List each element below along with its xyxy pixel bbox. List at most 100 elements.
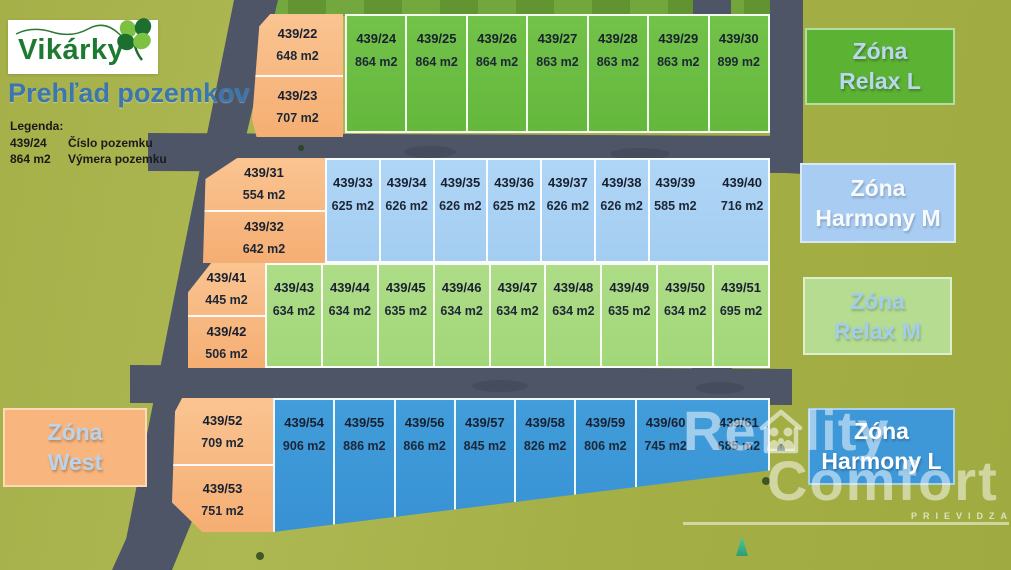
plot-number: 439/48 <box>553 280 594 295</box>
plot-439-39[interactable]: 439/39 585 m2 <box>647 160 702 261</box>
plot-439-31[interactable]: 439/31 554 m2 <box>203 158 325 210</box>
plot-area: 626 m2 <box>385 199 428 213</box>
plot-439-30[interactable]: 439/30 899 m2 <box>707 16 768 131</box>
plot-area: 625 m2 <box>331 199 375 213</box>
plot-439-42[interactable]: 439/42 506 m2 <box>188 314 265 369</box>
plot-number: 439/51 <box>721 280 761 295</box>
plot-number: 439/57 <box>464 415 505 430</box>
plot-439-23[interactable]: 439/23 707 m2 <box>252 74 343 138</box>
plot-439-56[interactable]: 439/56 866 m2 <box>393 400 454 532</box>
plot-439-26[interactable]: 439/26 864 m2 <box>465 16 526 131</box>
plot-439-22[interactable]: 439/22 648 m2 <box>252 14 343 75</box>
plot-439-35[interactable]: 439/35 626 m2 <box>432 160 487 261</box>
plot-number: 439/54 <box>284 415 325 430</box>
plot-area: 863 m2 <box>536 55 579 69</box>
plot-area: 906 m2 <box>282 439 326 453</box>
brand-logo-box: Vikárky <box>8 18 158 74</box>
plot-number: 439/45 <box>385 280 426 295</box>
plot-area: 863 m2 <box>596 55 640 69</box>
zone-column-west-bottom: 439/52 709 m2 439/53 751 m2 <box>172 398 273 532</box>
plot-number: 439/53 <box>202 480 243 496</box>
zone-label-line: Zóna <box>850 287 905 314</box>
plot-area: 634 m2 <box>272 304 316 318</box>
road-right-edge <box>770 0 803 174</box>
plot-439-49[interactable]: 439/49 635 m2 <box>600 265 656 366</box>
legend-sample-number: 439/24 <box>10 136 47 150</box>
plot-number: 439/27 <box>537 31 578 46</box>
plot-439-45[interactable]: 439/45 635 m2 <box>376 265 433 366</box>
plot-number: 439/59 <box>585 415 626 430</box>
plot-area: 863 m2 <box>657 55 700 69</box>
plot-439-29[interactable]: 439/29 863 m2 <box>647 16 707 131</box>
zone-row-harmony-m: 439/33 625 m2 439/34 626 m2 439/35 626 m2 439/… <box>325 158 770 263</box>
plot-area: 585 m2 <box>654 199 697 213</box>
plot-439-33[interactable]: 439/33 625 m2 <box>327 160 379 261</box>
zone-label-line: Harmony M <box>815 204 941 231</box>
plot-area: 634 m2 <box>440 304 483 318</box>
plot-number: 439/43 <box>274 280 314 295</box>
plot-439-46[interactable]: 439/46 634 m2 <box>432 265 489 366</box>
plot-439-28[interactable]: 439/28 863 m2 <box>586 16 647 131</box>
plot-439-37[interactable]: 439/37 626 m2 <box>540 160 594 261</box>
plot-number: 439/34 <box>386 175 427 190</box>
plot-area: 626 m2 <box>546 199 590 213</box>
plot-number: 439/29 <box>658 31 699 46</box>
plot-number: 439/23 <box>277 88 318 104</box>
plot-439-41[interactable]: 439/41 445 m2 <box>188 263 265 315</box>
plot-439-61[interactable]: 439/61 685 m2 <box>710 400 768 532</box>
plot-number: 439/39 <box>655 175 696 190</box>
plot-area: 445 m2 <box>205 293 248 308</box>
plot-number: 439/55 <box>344 415 385 430</box>
plot-439-51[interactable]: 439/51 695 m2 <box>712 265 768 366</box>
plot-area: 634 m2 <box>496 304 539 318</box>
plot-439-40[interactable]: 439/40 716 m2 <box>716 160 768 261</box>
plot-area: 864 m2 <box>475 55 519 69</box>
plot-439-32[interactable]: 439/32 642 m2 <box>203 209 325 264</box>
plot-439-38[interactable]: 439/38 626 m2 <box>593 160 648 261</box>
plot-number: 439/32 <box>244 218 284 234</box>
plot-area: 707 m2 <box>276 111 319 126</box>
brand-name: Vikárky <box>18 34 125 66</box>
page-title: Prehľad pozemkov <box>8 78 250 108</box>
plot-area: 899 m2 <box>717 55 760 69</box>
zone-label-harmony-m: Zóna Harmony M <box>800 163 956 243</box>
plot-439-27[interactable]: 439/27 863 m2 <box>526 16 586 131</box>
zone-label-west: Zóna West <box>3 408 147 487</box>
plot-439-60[interactable]: 439/60 745 m2 <box>634 400 695 532</box>
legend-heading: Legenda: <box>10 119 64 133</box>
plot-439-58[interactable]: 439/58 826 m2 <box>514 400 574 532</box>
plot-439-44[interactable]: 439/44 634 m2 <box>320 265 377 366</box>
plot-439-34[interactable]: 439/34 626 m2 <box>378 160 433 261</box>
plot-number: 439/37 <box>547 175 588 190</box>
plot-439-47[interactable]: 439/47 634 m2 <box>488 265 545 366</box>
plot-439-59[interactable]: 439/59 806 m2 <box>574 400 634 532</box>
plot-439-52[interactable]: 439/52 709 m2 <box>172 398 273 464</box>
zone-label-line: Relax M <box>834 317 921 344</box>
road-horizontal-bottom <box>130 365 792 405</box>
plot-439-24[interactable]: 439/24 864 m2 <box>347 16 405 131</box>
zone-label-line: Zóna <box>850 174 906 201</box>
plot-439-36[interactable]: 439/36 625 m2 <box>486 160 540 261</box>
zone-label-line: West <box>47 449 103 475</box>
plot-area: 716 m2 <box>720 199 764 213</box>
zone-row-relax-l: 439/24 864 m2 439/25 864 m2 439/26 864 m2 439/… <box>345 14 770 133</box>
plot-439-54[interactable]: 439/54 906 m2 <box>275 400 333 532</box>
legend-row: 439/24 Číslo pozemku <box>10 136 167 150</box>
plot-439-50[interactable]: 439/50 634 m2 <box>656 265 712 366</box>
plot-439-48[interactable]: 439/48 634 m2 <box>544 265 600 366</box>
plot-number: 439/24 <box>356 31 397 46</box>
plot-439-53[interactable]: 439/53 751 m2 <box>172 464 273 532</box>
plot-area: 845 m2 <box>463 439 507 453</box>
plot-area: 826 m2 <box>523 439 567 453</box>
legend: Legenda: 439/24 Číslo pozemku 864 m2 Vým… <box>10 119 167 166</box>
plot-area: 554 m2 <box>242 188 286 203</box>
plot-439-43[interactable]: 439/43 634 m2 <box>267 265 321 366</box>
plot-number: 439/41 <box>206 270 247 286</box>
plot-number: 439/35 <box>440 175 481 190</box>
plot-439-25[interactable]: 439/25 864 m2 <box>405 16 465 131</box>
plot-area: 642 m2 <box>242 241 286 256</box>
plot-439-55[interactable]: 439/55 886 m2 <box>333 400 393 532</box>
zone-column-west-top: 439/22 648 m2 439/23 707 m2 <box>252 14 343 137</box>
plot-439-57[interactable]: 439/57 845 m2 <box>453 400 514 532</box>
